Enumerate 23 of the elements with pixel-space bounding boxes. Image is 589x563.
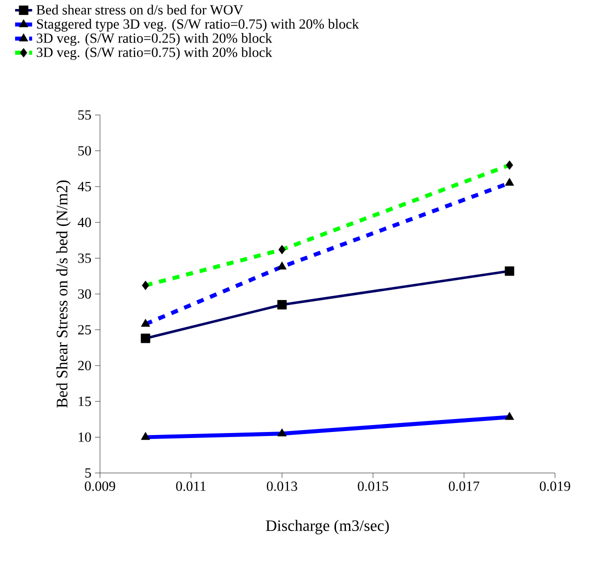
x-tick-label: 0.017	[448, 482, 480, 491]
y-tick-label: 45	[78, 182, 91, 192]
y-tick-label: 10	[78, 432, 91, 442]
legend-label: Staggered type 3D veg. (S/W ratio=0.75) with 20% block	[37, 18, 359, 32]
y-tick-label: 15	[78, 396, 91, 406]
legend-label: 3D veg. (S/W ratio=0.75) with 20% block	[36, 47, 272, 60]
y-tick-label: 35	[78, 254, 91, 263]
x-tick-label: 0.011	[176, 482, 206, 491]
y-tick-label: 50	[78, 146, 91, 156]
x-tick-label: 0.013	[266, 482, 298, 491]
x-tick-label: 0.019	[540, 482, 570, 491]
y-tick-label: 5	[85, 468, 91, 478]
y-tick-label: 20	[78, 360, 91, 370]
y-tick-label: 25	[78, 325, 91, 334]
x-axis-title: Discharge (m3/sec)	[266, 520, 389, 534]
y-tick-label: 40	[78, 218, 91, 228]
x-tick-label: 0.009	[84, 482, 116, 491]
y-tick-label: 55	[78, 110, 91, 120]
x-tick-label: 0.015	[358, 482, 388, 491]
legend-label: Bed shear stress on d/s bed for WOV	[36, 4, 244, 15]
y-tick-label: 30	[78, 289, 91, 299]
y-axis-title: Bed Shear Stress on d/s bed (N/m2)	[56, 180, 71, 408]
legend-label: 3D veg. (S/W ratio=0.25) with 20% block	[36, 33, 272, 46]
